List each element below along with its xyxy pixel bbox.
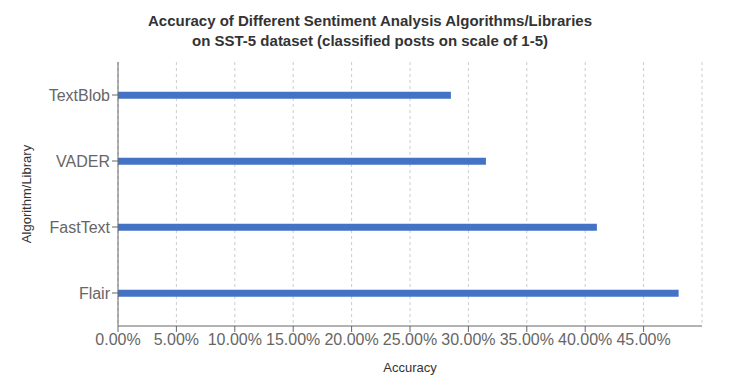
svg-text:15.00%: 15.00%: [266, 331, 320, 348]
svg-text:Accuracy: Accuracy: [383, 360, 437, 375]
svg-text:VADER: VADER: [56, 153, 110, 170]
svg-text:5.00%: 5.00%: [154, 331, 199, 348]
svg-text:TextBlob: TextBlob: [49, 87, 110, 104]
svg-text:Flair: Flair: [79, 285, 111, 302]
svg-text:45.00%: 45.00%: [616, 331, 670, 348]
svg-text:0.00%: 0.00%: [95, 331, 140, 348]
html-text:on SST-5 dataset (classified p: on SST-5 dataset (classified posts on sc…: [192, 32, 548, 49]
svg-text:20.00%: 20.00%: [324, 331, 378, 348]
svg-text:30.00%: 30.00%: [441, 331, 495, 348]
svg-text:35.00%: 35.00%: [500, 331, 554, 348]
svg-text:10.00%: 10.00%: [208, 331, 262, 348]
html-text:Accuracy of Different Sentimen: Accuracy of Different Sentiment Analysis…: [148, 12, 592, 29]
svg-text:FastText: FastText: [50, 219, 111, 236]
svg-text:25.00%: 25.00%: [383, 331, 437, 348]
svg-text:Algorithm/Library: Algorithm/Library: [19, 144, 34, 243]
svg-text:40.00%: 40.00%: [558, 331, 612, 348]
